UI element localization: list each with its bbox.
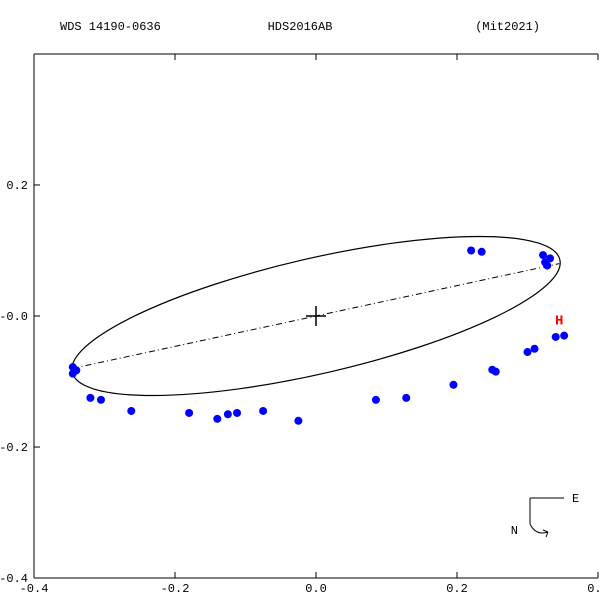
header-left: WDS 14190-0636	[60, 20, 161, 34]
data-point	[467, 247, 475, 255]
data-point	[69, 370, 77, 378]
data-point	[402, 394, 410, 402]
data-point	[294, 417, 302, 425]
y-tick-label: -0.2	[0, 441, 28, 455]
x-tick-label: 0.2	[446, 582, 468, 596]
data-point	[546, 254, 554, 262]
y-tick-label: -0.0	[0, 310, 28, 324]
data-point	[372, 396, 380, 404]
data-point	[86, 394, 94, 402]
data-point	[185, 409, 193, 417]
y-tick-label: 0.2	[6, 179, 28, 193]
data-point	[560, 332, 568, 340]
data-point	[524, 348, 532, 356]
data-point	[213, 415, 221, 423]
data-point	[552, 333, 560, 341]
data-point	[127, 407, 135, 415]
compass-east-label: E	[572, 492, 579, 506]
x-tick-label: 0.4	[587, 582, 600, 596]
data-point	[531, 345, 539, 353]
y-tick-label: -0.4	[0, 572, 28, 586]
orbit-plot: WDS 14190-0636 HDS2016AB (Mit2021) -0.4 -0.2…	[0, 0, 600, 600]
x-tick-label: 0.0	[305, 582, 327, 596]
header-right: (Mit2021)	[475, 20, 540, 34]
header-center: HDS2016AB	[268, 20, 333, 34]
data-point	[492, 368, 500, 376]
data-point	[478, 248, 486, 256]
data-point	[233, 409, 241, 417]
data-point	[449, 381, 457, 389]
data-point	[543, 262, 551, 270]
data-point	[259, 407, 267, 415]
data-point	[539, 251, 547, 259]
data-point	[224, 410, 232, 418]
periastron-marker: H	[555, 313, 563, 329]
data-point	[97, 396, 105, 404]
x-tick-label: -0.2	[161, 582, 190, 596]
compass-north-label: N	[511, 524, 518, 538]
